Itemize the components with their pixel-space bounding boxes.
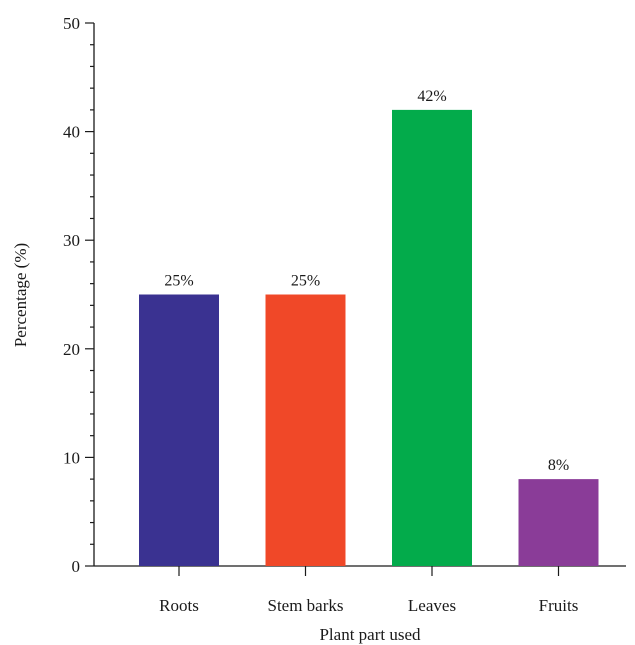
bar-fruits [518, 479, 599, 566]
data-label: 42% [417, 88, 446, 105]
bar-leaves [392, 109, 472, 566]
x-axis: Roots Stem barks Leaves Fruits [94, 565, 626, 615]
bar-roots [139, 294, 219, 566]
y-tick-label: 50 [63, 14, 80, 33]
y-tick-label: 40 [63, 123, 80, 142]
y-tick-label: 30 [63, 231, 80, 250]
y-tick-label: 20 [63, 340, 80, 359]
y-tick-label: 0 [72, 557, 81, 576]
x-axis-title: Plant part used [319, 625, 421, 644]
x-tick-label: Leaves [408, 596, 456, 615]
x-tick-label: Fruits [539, 596, 579, 615]
y-axis: 0 10 20 30 40 50 [63, 14, 95, 576]
data-label: 25% [291, 273, 320, 290]
bar-stem-barks [265, 294, 346, 566]
data-label: 25% [164, 273, 193, 290]
x-tick-label: Roots [159, 596, 199, 615]
x-tick-label: Stem barks [267, 596, 343, 615]
y-tick-label: 10 [63, 448, 80, 467]
data-label: 8% [548, 457, 569, 474]
bars [139, 109, 599, 566]
y-axis-title: Percentage (%) [11, 243, 30, 347]
data-labels: 25% 25% 42% 8% [164, 88, 569, 474]
